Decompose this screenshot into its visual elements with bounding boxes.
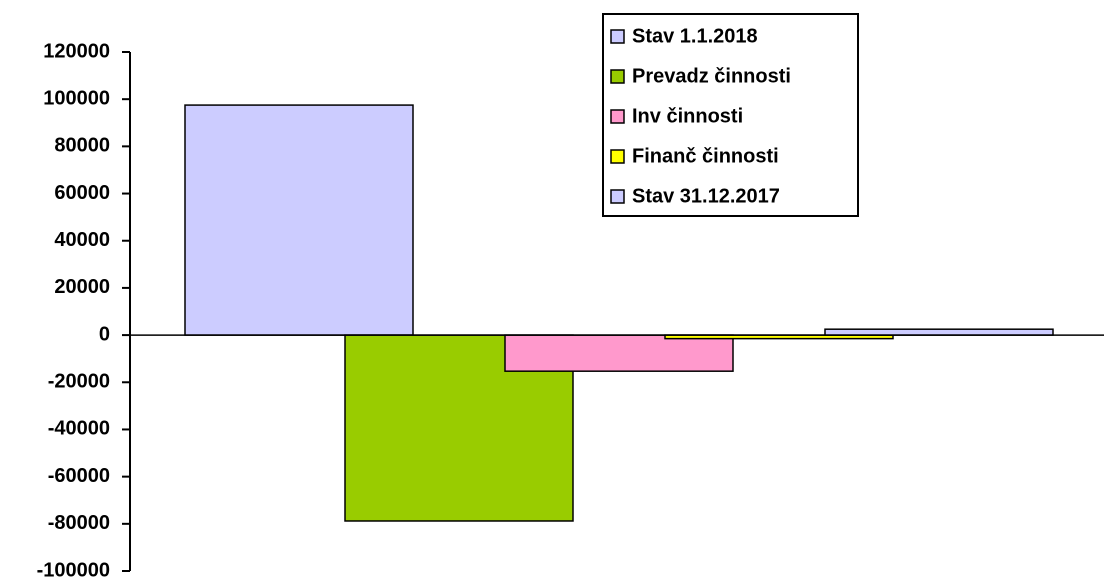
legend-label: Stav 1.1.2018: [632, 25, 758, 47]
y-tick-label: -100000: [37, 559, 110, 580]
legend-swatch: [610, 29, 625, 44]
bar: [184, 104, 414, 336]
y-tick-label: 100000: [43, 87, 110, 109]
y-tick-label: -80000: [48, 512, 110, 534]
legend-swatch: [610, 109, 625, 124]
legend-swatch: [610, 69, 625, 84]
legend-box: [602, 13, 859, 217]
legend-label: Inv činnosti: [632, 105, 743, 127]
y-tick-label: 80000: [54, 135, 110, 157]
y-tick-label: -60000: [48, 465, 110, 487]
y-tick-label: -40000: [48, 418, 110, 440]
bar: [824, 328, 1054, 336]
y-tick-label: 120000: [43, 40, 110, 62]
y-tick-label: 20000: [54, 276, 110, 298]
y-tick-label: 40000: [54, 229, 110, 251]
legend-swatch: [610, 149, 625, 164]
y-tick-label: 60000: [54, 182, 110, 204]
bar: [504, 334, 734, 372]
legend-swatch: [610, 189, 625, 204]
y-tick-label: -20000: [48, 371, 110, 393]
y-tick-label: 0: [99, 323, 110, 345]
legend-label: Finanč činnosti: [632, 145, 779, 167]
legend-label: Prevadz činnosti: [632, 65, 791, 87]
legend-label: Stav 31.12.2017: [632, 185, 780, 207]
